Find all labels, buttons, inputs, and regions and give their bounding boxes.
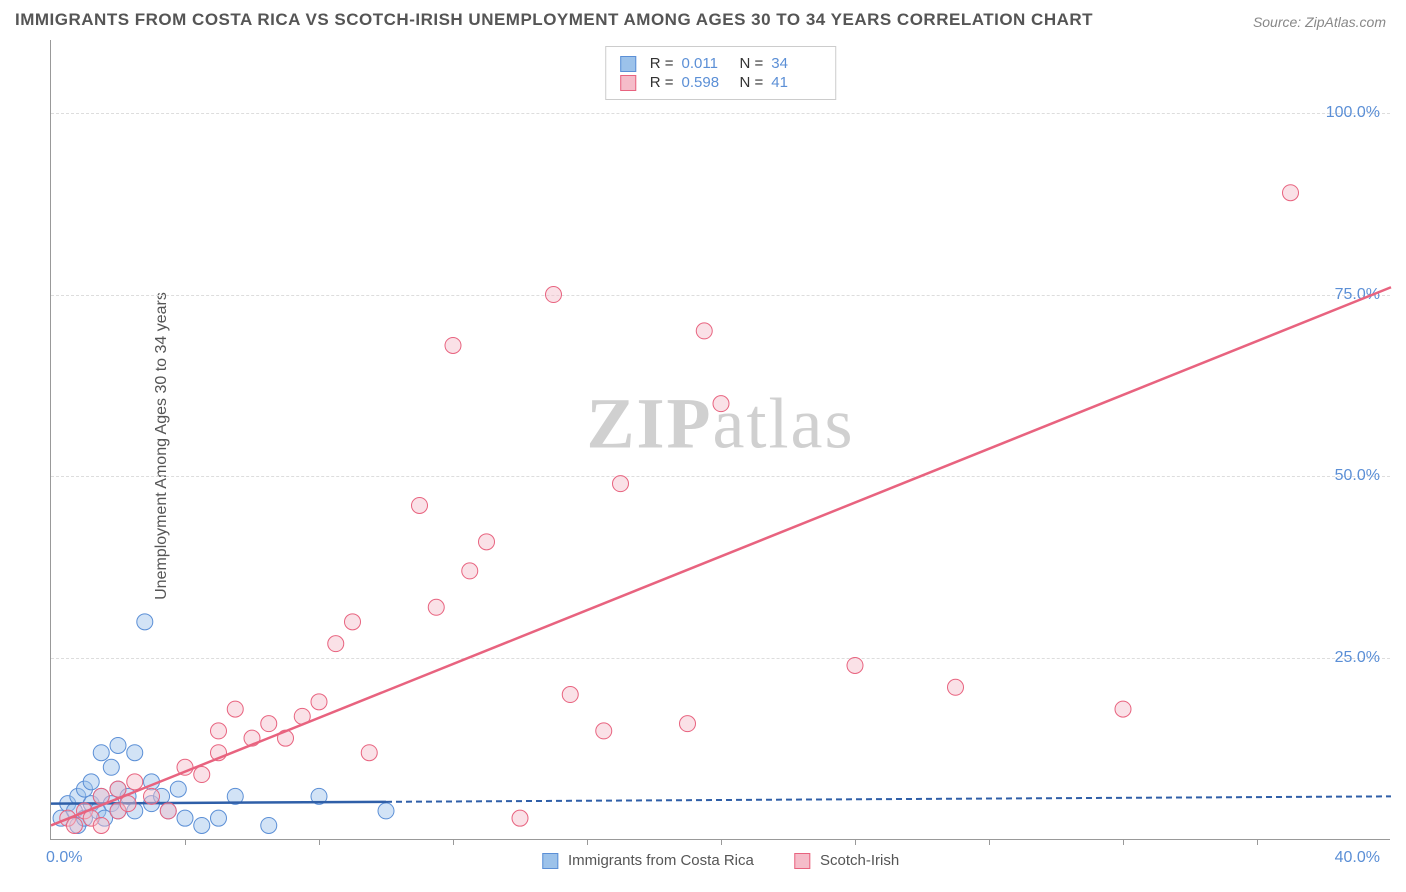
- data-point: [144, 788, 160, 804]
- data-point: [562, 687, 578, 703]
- legend-row-0: R = 0.011 N = 34: [620, 55, 822, 72]
- data-point: [948, 679, 964, 695]
- series-name-1: Scotch-Irish: [820, 852, 899, 869]
- n-value-0: 34: [771, 55, 821, 72]
- data-point: [345, 614, 361, 630]
- data-point: [428, 599, 444, 615]
- data-point: [227, 701, 243, 717]
- data-point: [412, 497, 428, 513]
- data-point: [93, 817, 109, 833]
- n-value-1: 41: [771, 74, 821, 91]
- data-point: [170, 781, 186, 797]
- data-point: [512, 810, 528, 826]
- scatter-chart: [51, 40, 1390, 839]
- plot-area: ZIPatlas 25.0%50.0%75.0%100.0% 0.0% 40.0…: [50, 40, 1390, 840]
- trend-line-extrapolated: [386, 796, 1391, 801]
- data-point: [137, 614, 153, 630]
- data-point: [613, 476, 629, 492]
- trend-line: [51, 287, 1391, 825]
- data-point: [713, 396, 729, 412]
- data-point: [361, 745, 377, 761]
- data-point: [1115, 701, 1131, 717]
- data-point: [696, 323, 712, 339]
- series-name-0: Immigrants from Costa Rica: [568, 852, 754, 869]
- data-point: [211, 723, 227, 739]
- r-value-0: 0.011: [682, 55, 732, 72]
- data-point: [847, 657, 863, 673]
- data-point: [211, 810, 227, 826]
- r-label: R =: [650, 74, 674, 91]
- data-point: [66, 817, 82, 833]
- x-tick-end: 40.0%: [1335, 849, 1380, 867]
- data-point: [328, 636, 344, 652]
- data-point: [177, 810, 193, 826]
- data-point: [127, 745, 143, 761]
- legend-swatch-0: [620, 56, 636, 72]
- data-point: [1283, 185, 1299, 201]
- legend-swatch-series-0: [542, 853, 558, 869]
- data-point: [83, 774, 99, 790]
- data-point: [93, 745, 109, 761]
- data-point: [596, 723, 612, 739]
- legend-correlations: R = 0.011 N = 34 R = 0.598 N = 41: [605, 46, 837, 100]
- data-point: [261, 817, 277, 833]
- data-point: [378, 803, 394, 819]
- data-point: [103, 759, 119, 775]
- legend-row-1: R = 0.598 N = 41: [620, 74, 822, 91]
- data-point: [110, 737, 126, 753]
- data-point: [194, 817, 210, 833]
- x-tick-start: 0.0%: [46, 849, 82, 867]
- data-point: [127, 774, 143, 790]
- r-value-1: 0.598: [682, 74, 732, 91]
- chart-title: IMMIGRANTS FROM COSTA RICA VS SCOTCH-IRI…: [15, 10, 1093, 30]
- data-point: [680, 716, 696, 732]
- data-point: [479, 534, 495, 550]
- data-point: [462, 563, 478, 579]
- r-label: R =: [650, 55, 674, 72]
- legend-item-0: Immigrants from Costa Rica: [542, 852, 754, 869]
- data-point: [445, 337, 461, 353]
- n-label: N =: [740, 55, 764, 72]
- data-point: [311, 694, 327, 710]
- data-point: [546, 287, 562, 303]
- data-point: [261, 716, 277, 732]
- legend-swatch-series-1: [794, 853, 810, 869]
- source-credit: Source: ZipAtlas.com: [1253, 14, 1386, 30]
- data-point: [194, 767, 210, 783]
- legend-item-1: Scotch-Irish: [794, 852, 899, 869]
- data-point: [110, 781, 126, 797]
- data-point: [160, 803, 176, 819]
- legend-swatch-1: [620, 75, 636, 91]
- legend-series: Immigrants from Costa Rica Scotch-Irish: [542, 852, 899, 869]
- n-label: N =: [740, 74, 764, 91]
